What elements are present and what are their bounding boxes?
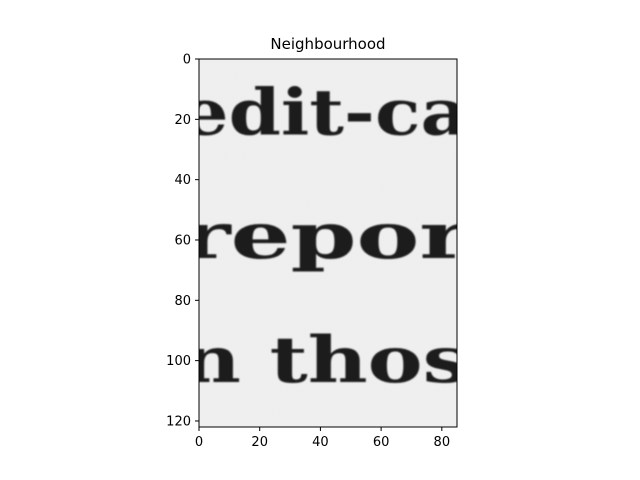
axes-frame bbox=[198, 58, 458, 428]
y-tick-label: 80 bbox=[174, 294, 191, 309]
y-tick-label: 120 bbox=[166, 414, 191, 429]
y-tick-label: 40 bbox=[174, 173, 191, 188]
x-tick-label: 60 bbox=[373, 435, 390, 450]
x-tick-label: 20 bbox=[251, 435, 268, 450]
scanned-text-line: edit-ca bbox=[181, 75, 469, 150]
scanned-text-line: n thos bbox=[181, 323, 469, 398]
x-tick-label: 80 bbox=[434, 435, 451, 450]
x-axis: 0 20 40 60 80 bbox=[195, 427, 450, 450]
y-axis: 0 20 40 60 80 100 120 bbox=[166, 53, 199, 429]
image-area: edit-ca repor n thos bbox=[181, 59, 471, 427]
scanned-text-line: repor bbox=[181, 199, 471, 274]
x-tick-label: 0 bbox=[195, 435, 203, 450]
y-tick-label: 100 bbox=[166, 354, 191, 369]
y-tick-label: 60 bbox=[174, 233, 191, 248]
paper-texture bbox=[199, 59, 457, 427]
y-tick-label: 0 bbox=[183, 53, 191, 68]
chart-title: Neighbourhood bbox=[270, 35, 385, 53]
x-tick-label: 40 bbox=[312, 435, 329, 450]
y-tick-label: 20 bbox=[174, 113, 191, 128]
